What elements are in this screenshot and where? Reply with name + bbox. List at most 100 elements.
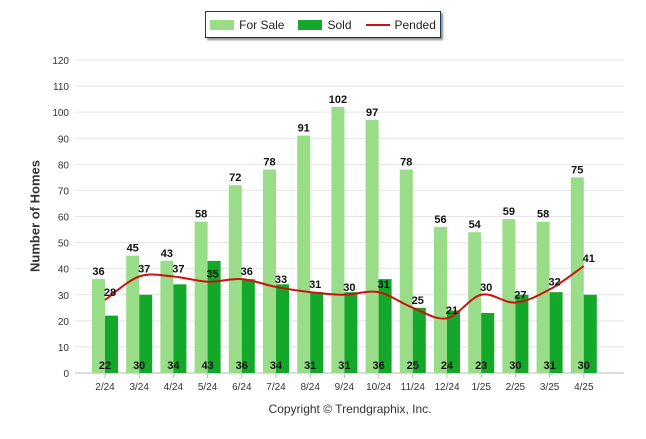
legend-swatch-pended	[365, 23, 390, 26]
data-label-for-sale: 102	[329, 94, 347, 106]
y-tick-label: 30	[58, 291, 70, 302]
y-tick-label: 60	[58, 213, 70, 224]
data-label-pended: 27	[514, 290, 526, 302]
bar-for-sale	[263, 169, 276, 373]
legend-label-pended: Pended	[394, 17, 436, 32]
data-label-pended: 31	[309, 279, 321, 291]
y-tick-label: 70	[58, 186, 70, 197]
bar-sold	[173, 284, 187, 373]
data-label-sold: 24	[441, 360, 454, 372]
bar-for-sale	[468, 232, 482, 373]
data-label-pended: 36	[241, 266, 253, 278]
y-tick-label: 50	[58, 239, 70, 250]
data-label-sold: 25	[407, 360, 419, 372]
legend-item-pended[interactable]: Pended	[365, 17, 436, 32]
data-label-for-sale: 91	[298, 123, 310, 135]
bar-for-sale	[194, 221, 208, 373]
data-label-for-sale: 78	[400, 157, 412, 169]
bar-sold	[583, 294, 597, 373]
y-tick-label: 90	[58, 134, 70, 145]
bar-for-sale	[331, 106, 345, 373]
y-tick-label: 0	[63, 369, 69, 380]
legend-item-for-sale[interactable]: For Sale	[210, 18, 284, 32]
bar-sold	[310, 292, 324, 373]
data-label-sold: 23	[475, 360, 487, 372]
y-tick-label: 100	[52, 108, 69, 119]
data-label-for-sale: 72	[229, 172, 241, 184]
x-tick-label: 9/24	[335, 382, 355, 393]
bar-sold	[412, 307, 426, 373]
x-tick-label: 11/24	[401, 382, 426, 393]
bar-for-sale	[297, 135, 311, 373]
data-label-for-sale: 36	[92, 266, 104, 278]
x-tick-label: 3/24	[129, 382, 149, 393]
data-label-sold: 22	[99, 360, 111, 372]
data-label-for-sale: 56	[434, 214, 446, 226]
y-tick-label: 80	[58, 160, 70, 171]
line-pended	[104, 265, 585, 320]
bar-for-sale	[365, 119, 379, 373]
data-label-sold: 31	[338, 360, 350, 372]
bar-sold	[139, 294, 153, 373]
bar-sold	[276, 284, 289, 373]
y-tick-label: 110	[53, 82, 69, 93]
data-label-for-sale: 59	[503, 206, 515, 218]
y-tick-label: 10	[58, 343, 70, 354]
data-label-for-sale: 45	[127, 243, 139, 255]
data-label-pended: 33	[275, 274, 287, 286]
bar-for-sale	[399, 169, 413, 373]
legend-item-sold[interactable]: Sold	[298, 18, 352, 32]
data-label-for-sale: 58	[195, 209, 207, 221]
legend-label-for-sale: For Sale	[239, 17, 285, 32]
bar-sold	[549, 292, 563, 373]
bar-sold	[344, 292, 358, 373]
data-label-sold: 31	[543, 360, 555, 372]
bar-for-sale	[570, 177, 584, 373]
data-label-sold: 30	[578, 360, 590, 372]
data-label-pended: 21	[446, 305, 458, 317]
legend: For Sale Sold Pended	[205, 11, 441, 38]
copyright: Copyright © Trendgraphix, Inc.	[268, 402, 432, 416]
bar-sold	[241, 279, 255, 373]
data-label-pended: 28	[104, 287, 116, 299]
data-label-sold: 34	[167, 360, 180, 372]
data-label-pended: 25	[412, 295, 424, 307]
data-label-sold: 34	[270, 360, 283, 372]
x-tick-label: 10/24	[366, 382, 391, 393]
data-label-for-sale: 58	[537, 209, 549, 221]
y-tick-label: 120	[52, 56, 69, 67]
bar-for-sale	[126, 255, 140, 373]
data-label-pended: 37	[172, 263, 184, 275]
bar-sold	[207, 260, 221, 373]
bar-for-sale	[434, 226, 447, 373]
data-label-sold: 30	[133, 360, 145, 372]
data-label-sold: 36	[236, 360, 248, 372]
x-tick-label: 7/24	[266, 382, 286, 393]
data-label-pended: 41	[583, 253, 595, 265]
data-label-for-sale: 97	[366, 107, 378, 119]
legend-swatch-for-sale	[210, 19, 235, 30]
bar-for-sale	[92, 279, 105, 373]
bar-sold	[515, 294, 529, 373]
bar-sold	[447, 310, 460, 373]
y-tick-label: 40	[58, 265, 70, 276]
x-tick-label: 3/25	[540, 382, 560, 393]
data-label-sold: 43	[201, 360, 213, 372]
x-tick-label: 1/25	[471, 382, 491, 393]
bar-for-sale	[536, 221, 550, 373]
data-label-for-sale: 75	[571, 164, 583, 176]
data-label-pended: 37	[138, 263, 150, 275]
x-tick-label: 6/24	[232, 382, 252, 393]
data-label-pended: 35	[206, 269, 218, 281]
bar-sold	[481, 313, 495, 373]
x-tick-label: 2/25	[506, 382, 526, 393]
data-label-for-sale: 54	[469, 219, 482, 231]
data-label-pended: 31	[377, 279, 389, 291]
x-tick-label: 12/24	[434, 382, 459, 393]
data-label-sold: 36	[372, 360, 384, 372]
y-tick-label: 20	[58, 317, 70, 328]
bar-for-sale	[502, 219, 516, 373]
bar-sold	[105, 315, 118, 373]
